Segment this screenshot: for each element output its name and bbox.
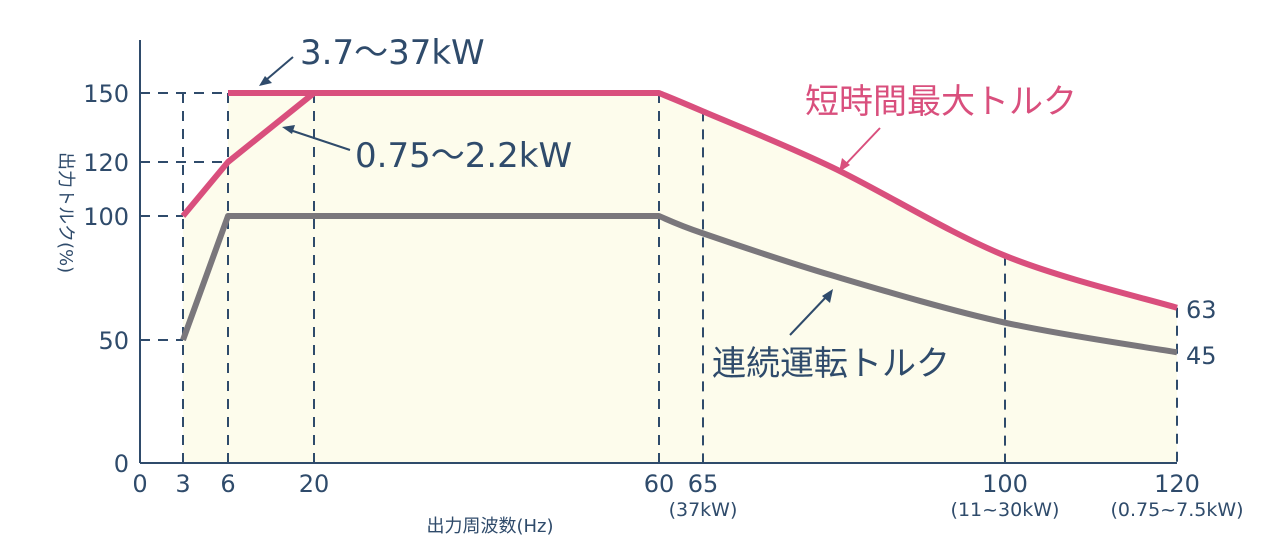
arrow-cont xyxy=(789,295,828,336)
x-tick-label: 6 xyxy=(220,470,235,498)
label-range-a: 3.7～37kW xyxy=(300,33,485,73)
series-line-2 xyxy=(180,213,1178,356)
operating-region-fill xyxy=(183,93,1177,463)
arrowhead-icon xyxy=(822,289,833,303)
end-label-cont: 45 xyxy=(1186,342,1217,370)
x-tick-label: 0 xyxy=(132,470,147,498)
y-tick-label: 0 xyxy=(114,450,129,478)
end-label-short: 63 xyxy=(1186,296,1217,324)
x-axis-label: 出力周波数(Hz) xyxy=(426,516,553,537)
arrow-short xyxy=(844,127,881,166)
y-axis-label: 出力トルク(%) xyxy=(55,152,76,273)
x-tick-label: 3 xyxy=(175,470,190,498)
arrowhead-icon xyxy=(839,158,850,172)
x-tick-label: 120 xyxy=(1154,470,1200,498)
x-tick-sublabel: (0.75~7.5kW) xyxy=(1110,499,1243,521)
x-tick-sublabel: (37kW) xyxy=(669,499,738,521)
arrow-range-b xyxy=(289,129,351,151)
arrows xyxy=(259,56,833,336)
x-tick-label: 65 xyxy=(688,470,719,498)
arrowhead-icon xyxy=(259,76,272,86)
y-tick-label: 100 xyxy=(83,203,129,231)
series-line-0 xyxy=(228,90,1178,311)
x-tick-label: 100 xyxy=(982,470,1028,498)
label-range-b: 0.75～2.2kW xyxy=(355,136,572,176)
arrow-range-a xyxy=(265,56,294,81)
series-line-1 xyxy=(180,90,316,218)
arrowhead-icon xyxy=(282,125,295,134)
y-tick-label: 50 xyxy=(98,327,129,355)
x-tick-label: 20 xyxy=(299,470,330,498)
x-tick-sublabel: (11~30kW) xyxy=(951,499,1060,521)
y-tick-label: 150 xyxy=(83,80,129,108)
y-tick-label: 120 xyxy=(83,149,129,177)
label-short-torque: 短時間最大トルク xyxy=(805,82,1077,122)
label-cont-torque: 連続運転トルク xyxy=(712,344,950,384)
x-tick-label: 60 xyxy=(644,470,675,498)
